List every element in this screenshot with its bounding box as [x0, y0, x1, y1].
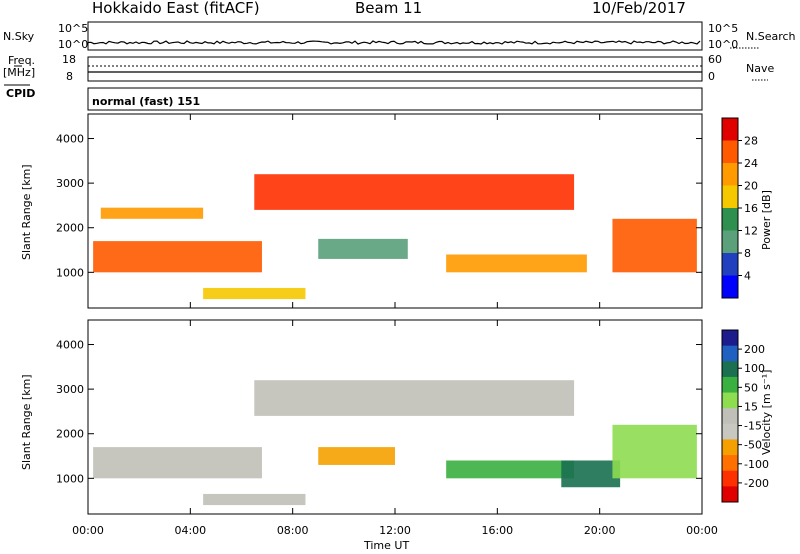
radar-title: Hokkaido East (fitACF)	[92, 0, 260, 17]
freq-unit-label: [MHz]	[3, 66, 36, 79]
power-colorbar: 28 24 20 16 12 8 4	[721, 117, 758, 299]
freq-left-tick-bottom: 8	[66, 70, 73, 83]
colorbar-segment	[722, 439, 738, 456]
freq-right-tick-bottom: 0	[708, 70, 715, 83]
velocity-panel: 4000 3000 2000 1000 00:00 04:00 08:00 12:00 16:0…	[56, 319, 718, 537]
velocity-colorbar: 200 100 50 15 -15 -50 -100 -200	[721, 329, 769, 503]
colorbar-segment	[722, 118, 738, 141]
colorbar-segment	[722, 140, 738, 164]
noise-sky-label: N.Sky	[3, 30, 35, 43]
colorbar-tick-label: 50	[744, 381, 758, 394]
y-tick-label: 4000	[56, 339, 84, 352]
y-tick-label: 2000	[56, 428, 84, 441]
noise-panel	[87, 21, 760, 51]
x-tick-label: 00:00	[686, 524, 718, 537]
colorbar-segment	[722, 253, 738, 276]
colorbar-tick-label: 28	[744, 135, 758, 148]
date-label: 10/Feb/2017	[592, 0, 686, 17]
freq-panel	[4, 56, 768, 86]
x-tick-label: 12:00	[379, 524, 411, 537]
colorbar-tick-label: 100	[744, 362, 765, 375]
cpid-label: CPID	[6, 87, 36, 100]
colorbar-tick-label: 20	[744, 180, 758, 193]
colorbar-segment	[722, 185, 738, 209]
x-tick-label: 00:00	[72, 524, 104, 537]
noise-sky-trace	[87, 40, 701, 45]
colorbar-segment	[722, 330, 738, 347]
colorbar-tick-label: 12	[744, 225, 758, 238]
colorbar-tick-label: -100	[744, 458, 769, 471]
freq-left-tick-top: 18	[62, 53, 76, 66]
colorbar-tick-label: 8	[744, 247, 751, 260]
colorbar-segment	[722, 408, 738, 425]
y-tick-label: 1000	[56, 472, 84, 485]
colorbar-segment	[722, 470, 738, 487]
echo-band-1	[254, 380, 575, 416]
colorbar-segment	[722, 345, 738, 362]
power-panel: 4000 3000 2000 1000	[56, 113, 703, 309]
colorbar-frame	[721, 329, 739, 503]
y-tick-label: 4000	[56, 133, 84, 146]
colorbar-segment	[722, 163, 738, 186]
colorbar-tick-label: -200	[744, 477, 769, 490]
noise-search-label: N.Search	[746, 30, 796, 43]
echo-band-6	[203, 493, 306, 506]
colorbar-segment	[722, 486, 738, 503]
echo-band-4	[446, 254, 587, 273]
echo-band-0	[93, 241, 262, 273]
y-tick-label: 3000	[56, 177, 84, 190]
time-xlabel: Time UT	[364, 539, 410, 552]
colorbar-tick-label: 4	[744, 270, 751, 283]
y-tick-label: 2000	[56, 222, 84, 235]
y-tick-label: 3000	[56, 383, 84, 396]
colorbar-tick-label: -50	[744, 439, 762, 452]
power-colorbar-label: Power [dB]	[760, 190, 773, 250]
beam-label: Beam 11	[355, 0, 423, 17]
echo-band-2	[318, 447, 395, 465]
cpid-text: normal (fast) 151	[92, 95, 201, 108]
echo-band-5	[612, 218, 697, 273]
colorbar-tick-label: 200	[744, 343, 765, 356]
freq-right-tick-top: 60	[708, 53, 722, 66]
colorbar-tick-label: -15	[744, 420, 762, 433]
x-tick-label: 16:00	[481, 524, 513, 537]
colorbar-segment	[722, 392, 738, 409]
colorbar-tick-label: 15	[744, 400, 758, 413]
x-tick-label: 08:00	[277, 524, 309, 537]
colorbar-tick-label: 24	[744, 157, 758, 170]
echo-band-3	[318, 238, 408, 259]
echo-band-3	[446, 460, 575, 479]
noise-right-tick-top: 10^5	[708, 22, 739, 35]
colorbar-segment	[722, 455, 738, 472]
echo-band-0	[93, 447, 262, 479]
freq-label: Freq.	[8, 54, 36, 67]
x-tick-label: 04:00	[174, 524, 206, 537]
nave-label: Nave	[746, 62, 775, 75]
echo-band-1	[100, 207, 204, 219]
echo-band-6	[203, 287, 306, 300]
colorbar-segment	[722, 230, 738, 254]
colorbar-tick-label: 16	[744, 202, 758, 215]
cpid-panel	[87, 87, 703, 111]
noise-left-tick-top: 10^5	[58, 22, 89, 35]
power-ylabel: Slant Range [km]	[20, 164, 33, 260]
velocity-colorbar-label: Velocity [m s⁻¹]	[760, 369, 773, 455]
colorbar-segment	[722, 376, 738, 394]
colorbar-segment	[722, 361, 738, 378]
colorbar-segment	[722, 208, 738, 231]
echo-band-2	[254, 174, 575, 210]
x-tick-label: 20:00	[584, 524, 616, 537]
y-tick-label: 1000	[56, 266, 84, 279]
noise-left-tick-bottom: 10^0	[58, 38, 89, 51]
colorbar-segment	[722, 423, 738, 440]
echo-band-5	[612, 424, 697, 479]
colorbar-segment	[722, 275, 738, 299]
echo-band-4	[561, 460, 621, 488]
velocity-ylabel: Slant Range [km]	[20, 374, 33, 470]
